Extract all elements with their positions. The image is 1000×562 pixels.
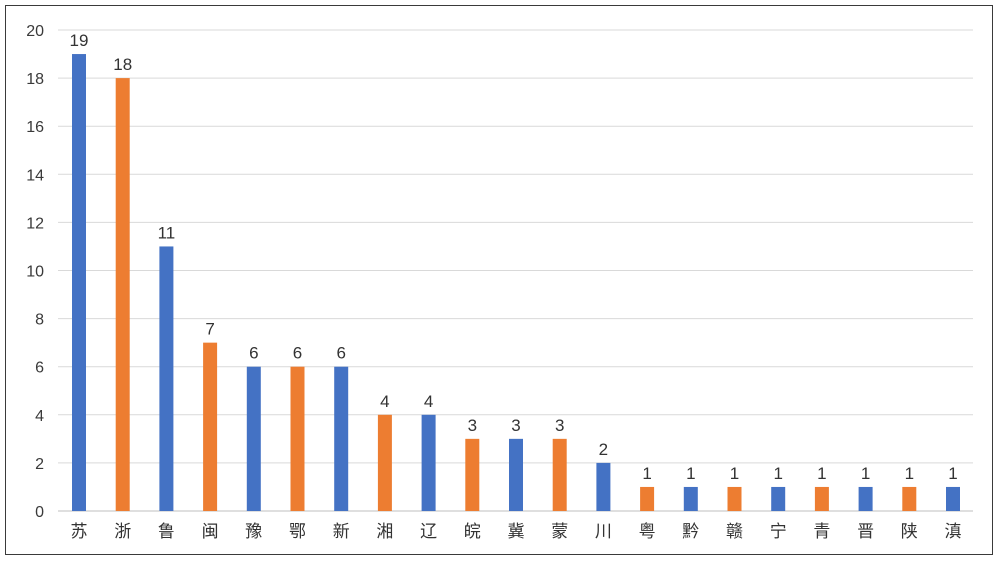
x-tick-label: 鄂 <box>289 522 306 542</box>
y-tick-label: 2 <box>35 456 44 473</box>
x-tick-label: 陕 <box>901 522 918 542</box>
x-axis-categories: 苏浙鲁闽豫鄂新湘辽皖冀蒙川粤黔赣宁青晋陕滇 <box>71 522 962 542</box>
bar-2 <box>115 78 130 511</box>
bar-3 <box>159 246 174 511</box>
bar-7 <box>334 366 349 511</box>
x-tick-label: 新 <box>333 522 350 542</box>
data-label: 2 <box>599 440 608 459</box>
bar-19 <box>858 486 873 511</box>
y-tick-label: 18 <box>26 71 44 88</box>
bar-21 <box>946 486 960 511</box>
x-tick-label: 鲁 <box>158 522 175 542</box>
bar-1 <box>72 54 86 512</box>
data-label: 7 <box>205 320 214 339</box>
data-label: 19 <box>70 31 89 50</box>
bar-16 <box>727 486 742 511</box>
x-tick-label: 蒙 <box>551 522 568 542</box>
y-tick-label: 4 <box>35 408 44 425</box>
y-axis-ticks: 0 2 4 6 8 10 12 14 16 18 20 <box>26 23 44 521</box>
data-label: 1 <box>730 464 739 483</box>
bar-11 <box>509 438 523 511</box>
bar-9 <box>421 414 436 511</box>
x-tick-label: 辽 <box>420 522 437 542</box>
y-tick-label: 10 <box>26 264 44 281</box>
x-tick-label: 浙 <box>114 522 131 542</box>
x-tick-label: 粤 <box>639 522 656 542</box>
data-label: 4 <box>380 392 389 411</box>
x-tick-label: 闽 <box>202 522 219 542</box>
y-tick-label: 20 <box>26 23 44 40</box>
bar-14 <box>640 486 655 511</box>
x-tick-label: 皖 <box>464 522 481 542</box>
bar-5 <box>246 366 261 511</box>
y-tick-label: 16 <box>26 119 44 136</box>
data-label: 1 <box>686 464 695 483</box>
bar-20 <box>902 486 917 511</box>
bar-12 <box>552 438 567 511</box>
y-tick-label: 12 <box>26 215 44 232</box>
bar-17 <box>771 486 786 511</box>
x-tick-label: 晋 <box>857 522 874 542</box>
x-tick-label: 宁 <box>770 522 787 542</box>
bar-18 <box>814 486 829 511</box>
y-tick-label: 6 <box>35 360 44 377</box>
data-label: 6 <box>293 344 302 363</box>
y-tick-label: 0 <box>35 504 44 521</box>
data-label: 6 <box>336 344 345 363</box>
data-label: 3 <box>511 416 520 435</box>
bars <box>72 54 960 512</box>
bar-6 <box>290 366 305 511</box>
bar-8 <box>377 414 392 511</box>
data-label: 1 <box>773 464 782 483</box>
data-label: 1 <box>861 464 870 483</box>
data-label: 11 <box>158 223 176 242</box>
bar-10 <box>465 438 480 511</box>
y-tick-label: 8 <box>35 312 44 329</box>
bar-4 <box>203 342 218 511</box>
x-tick-label: 苏 <box>71 522 88 542</box>
x-tick-label: 湘 <box>376 522 393 542</box>
bar-13 <box>596 462 611 511</box>
x-tick-label: 黔 <box>682 522 699 542</box>
x-tick-label: 滇 <box>945 522 962 542</box>
x-tick-label: 豫 <box>245 522 262 542</box>
x-tick-label: 赣 <box>726 522 743 542</box>
data-label: 4 <box>424 392 433 411</box>
data-label: 1 <box>905 464 914 483</box>
data-label: 1 <box>817 464 826 483</box>
data-label: 6 <box>249 344 258 363</box>
data-label: 3 <box>468 416 477 435</box>
data-label: 3 <box>555 416 564 435</box>
x-tick-label: 冀 <box>508 522 525 542</box>
data-label: 1 <box>948 464 957 483</box>
y-tick-label: 14 <box>26 167 44 184</box>
data-label: 18 <box>113 55 132 74</box>
bar-15 <box>683 486 698 511</box>
data-label: 1 <box>642 464 651 483</box>
x-tick-label: 青 <box>813 522 830 542</box>
x-tick-label: 川 <box>595 522 612 542</box>
